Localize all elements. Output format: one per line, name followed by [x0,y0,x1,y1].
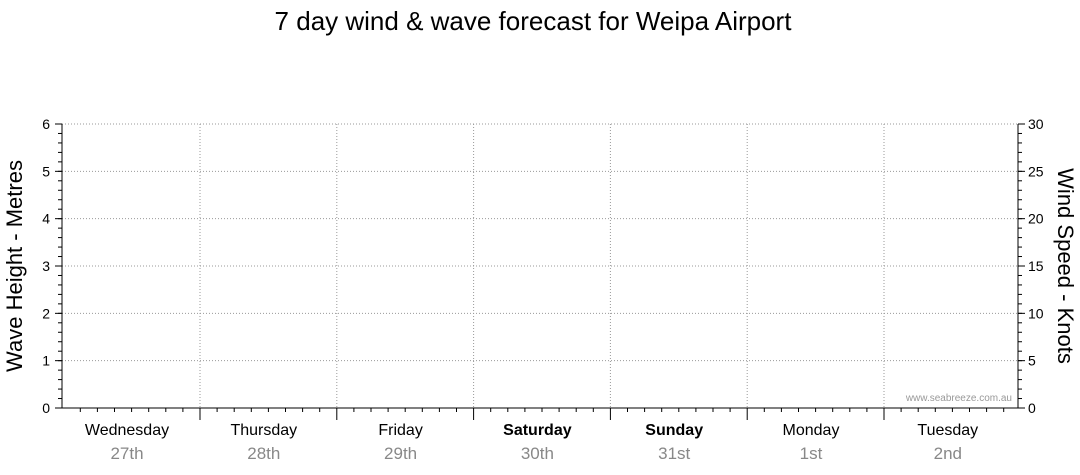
left-tick-label: 0 [42,400,50,416]
left-axis-title: Wave Height - Metres [2,160,27,372]
day-name-label: Saturday [503,422,572,439]
axes [55,123,1025,420]
right-axis-title: Wind Speed - Knots [1053,168,1078,364]
tick-labels: 0 1 2 3 4 5 6 0 5 10 15 20 25 30 [42,116,1044,416]
left-tick-label: 5 [42,163,50,179]
right-tick-label: 5 [1028,353,1036,369]
day-date-label: 31st [658,444,690,463]
right-tick-label: 20 [1028,211,1044,227]
day-date-label: 30th [521,444,554,463]
chart-title: 7 day wind & wave forecast for Weipa Air… [275,6,793,36]
day-name-label: Sunday [645,422,703,439]
day-date-label: 1st [800,444,823,463]
right-tick-label: 25 [1028,163,1044,179]
left-tick-label: 1 [42,353,50,369]
day-name-label: Thursday [230,422,297,439]
day-labels: Wednesday 27th Thursday 28th Friday 29th Satur… [85,422,978,463]
day-date-label: 28th [247,444,280,463]
day-date-label: 29th [384,444,417,463]
left-tick-label: 6 [42,116,50,132]
left-tick-label: 2 [42,305,50,321]
right-tick-label: 0 [1028,400,1036,416]
right-tick-label: 30 [1028,116,1044,132]
watermark: www.seabreeze.com.au [905,393,1012,404]
day-date-label: 27th [110,444,143,463]
day-name-label: Wednesday [85,422,169,439]
day-name-label: Tuesday [917,422,978,439]
right-tick-label: 15 [1028,258,1044,274]
left-tick-label: 4 [42,211,50,227]
left-tick-label: 3 [42,258,50,274]
day-date-label: 2nd [934,444,962,463]
right-tick-label: 10 [1028,305,1044,321]
day-name-label: Monday [783,422,840,439]
grid [62,123,1018,408]
day-name-label: Friday [378,422,422,439]
